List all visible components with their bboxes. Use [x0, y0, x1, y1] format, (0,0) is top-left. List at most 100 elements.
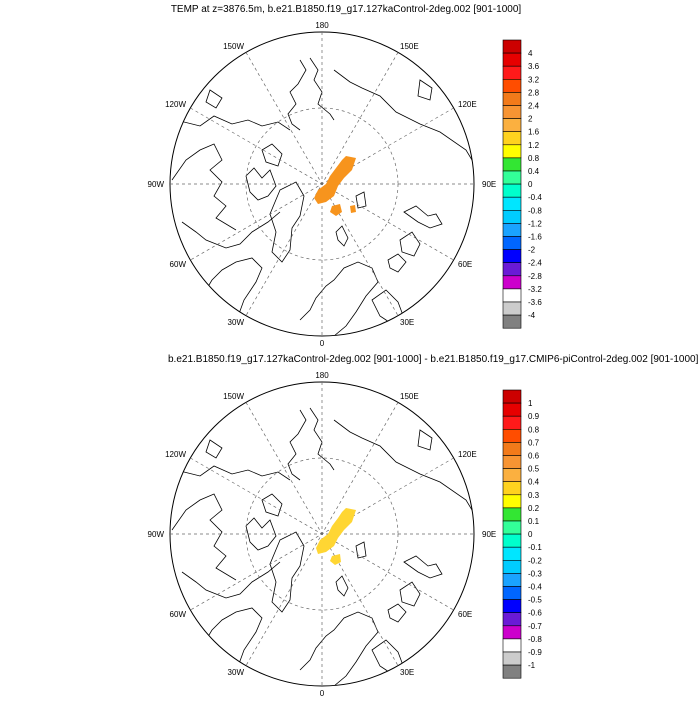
lon-label: 60E	[458, 260, 472, 269]
lon-label: 60E	[458, 610, 472, 619]
lon-label: 0	[320, 689, 325, 698]
colorbar-swatch	[502, 389, 522, 404]
anomaly-patch-main	[314, 156, 356, 204]
colorbar-swatch	[502, 455, 522, 469]
colorbar-swatch	[502, 468, 522, 483]
lon-label: 60W	[170, 610, 187, 619]
colorbar-tick-label: -2.8	[528, 272, 542, 281]
panel-top-title: TEMP at z=3876.5m, b.e21.B1850.f19_g17.1…	[171, 4, 522, 15]
panel-bottom: b.e21.B1850.f19_g17.127kaControl-2deg.00…	[148, 354, 699, 698]
lon-label: 90W	[148, 180, 165, 189]
colorbar-swatch	[502, 210, 522, 224]
colorbar-tick-label: 0	[528, 530, 533, 539]
anomaly-region-bottom	[316, 508, 356, 565]
colorbar-swatch	[502, 183, 522, 198]
lon-label: 30W	[228, 318, 245, 327]
colorbar-swatch	[502, 481, 522, 496]
colorbar-tick-label: -0.7	[528, 622, 542, 631]
colorbar-tick-label: -0.4	[528, 583, 542, 592]
colorbar-tick-label: 0	[528, 180, 533, 189]
colorbar-swatch	[502, 39, 522, 54]
colorbar-tick-label: 0.1	[528, 517, 540, 526]
colorbar-tick-label: -1.2	[528, 219, 542, 228]
coastlines	[171, 57, 474, 336]
colorbar-tick-label: -0.8	[528, 206, 542, 215]
colorbar-swatch	[502, 65, 522, 80]
colorbar-tick-label: 1	[528, 399, 533, 408]
colorbar-swatch	[502, 79, 522, 93]
colorbar-bottom: 1 0.9 0.8 0.7 0.6 0.5 0.4 0.3 0.2 0.1 0 -0.1 -0.2 -0.…	[502, 389, 542, 679]
colorbar-tick-label: 2.4	[528, 102, 540, 111]
colorbar-swatch	[502, 223, 522, 237]
colorbar-swatch	[502, 144, 522, 159]
colorbar-swatch	[502, 118, 522, 132]
lon-label: 150W	[223, 392, 244, 401]
colorbar-tick-label: -4	[528, 311, 536, 320]
colorbar-tick-label: 3.2	[528, 75, 540, 84]
map-content	[170, 32, 474, 336]
colorbar-swatch	[502, 612, 522, 627]
panel-bottom-title: b.e21.B1850.f19_g17.127kaControl-2deg.00…	[168, 354, 699, 365]
lon-label: 90E	[482, 530, 496, 539]
colorbar-swatch	[502, 196, 522, 211]
colorbar-tick-label: 0.5	[528, 465, 540, 474]
colorbar-swatch	[502, 301, 522, 316]
colorbar-tick-label: -0.5	[528, 596, 542, 605]
colorbar-tick-label: -0.1	[528, 543, 542, 552]
lon-label: 30E	[400, 318, 414, 327]
longitude-labels: 180 0 90W 90E 150W 150E 120W 120E 60W 60…	[148, 371, 497, 698]
colorbar-swatch	[502, 559, 522, 574]
colorbar-tick-label: 0.4	[528, 478, 540, 487]
lon-label: 90W	[148, 530, 165, 539]
colorbar-swatch	[502, 314, 522, 329]
anomaly-patch-small	[330, 554, 341, 565]
colorbar-swatch	[502, 442, 522, 456]
colorbar-swatch	[502, 625, 522, 640]
colorbar-swatch	[502, 507, 522, 522]
polar-map-bottom: 180 0 90W 90E 150W 150E 120W 120E 60W 60…	[148, 371, 497, 698]
lon-label: 120E	[458, 450, 477, 459]
colorbar-swatch	[502, 236, 522, 250]
colorbar-swatch	[502, 275, 522, 290]
lon-label: 60W	[170, 260, 187, 269]
colorbar-tick-label: 0.8	[528, 425, 540, 434]
colorbar-swatch	[502, 131, 522, 146]
lon-label: 30W	[228, 668, 245, 677]
colorbar-tick-label: -3.6	[528, 298, 542, 307]
colorbar-swatch	[502, 52, 522, 67]
colorbar-swatch	[502, 651, 522, 666]
colorbar-tick-label: -0.3	[528, 569, 542, 578]
lon-label: 90E	[482, 180, 496, 189]
colorbar-swatch	[502, 533, 522, 548]
lon-label: 0	[320, 339, 325, 348]
colorbar-swatch	[502, 105, 522, 119]
colorbar-tick-label: -3.2	[528, 285, 542, 294]
polar-map-top: 180 0 90W 90E 150W 150E 120W 120E 60W 60…	[148, 21, 497, 348]
colorbar-tick-label: 3.6	[528, 62, 540, 71]
colorbar-tick-label: 0.4	[528, 167, 540, 176]
colorbar-swatch	[502, 428, 522, 443]
colorbar-swatch	[502, 546, 522, 561]
colorbar-tick-label: 1.6	[528, 128, 540, 137]
colorbar-tick-label: 2	[528, 115, 533, 124]
colorbar-swatch	[502, 157, 522, 172]
colorbar-tick-label: 2.8	[528, 88, 540, 97]
colorbar-tick-label: -0.8	[528, 635, 542, 644]
lon-label: 30E	[400, 668, 414, 677]
colorbar-swatch	[502, 520, 522, 535]
panel-top: TEMP at z=3876.5m, b.e21.B1850.f19_g17.1…	[148, 4, 543, 348]
colorbar-swatch	[502, 262, 522, 277]
colorbar-tick-label: -0.2	[528, 556, 542, 565]
graticule	[170, 382, 474, 686]
colorbar-swatch	[502, 415, 522, 430]
lon-label: 150E	[400, 392, 419, 401]
longitude-labels: 180 0 90W 90E 150W 150E 120W 120E 60W 60…	[148, 21, 497, 348]
anomaly-region-top	[314, 156, 356, 216]
colorbar-tick-label: -1.6	[528, 233, 542, 242]
colorbar-swatch	[502, 599, 522, 613]
colorbar-tick-label: 4	[528, 49, 533, 58]
lon-label: 180	[315, 371, 329, 380]
lon-label: 150W	[223, 42, 244, 51]
lon-label: 120W	[165, 100, 186, 109]
anomaly-patch-main	[316, 508, 356, 554]
